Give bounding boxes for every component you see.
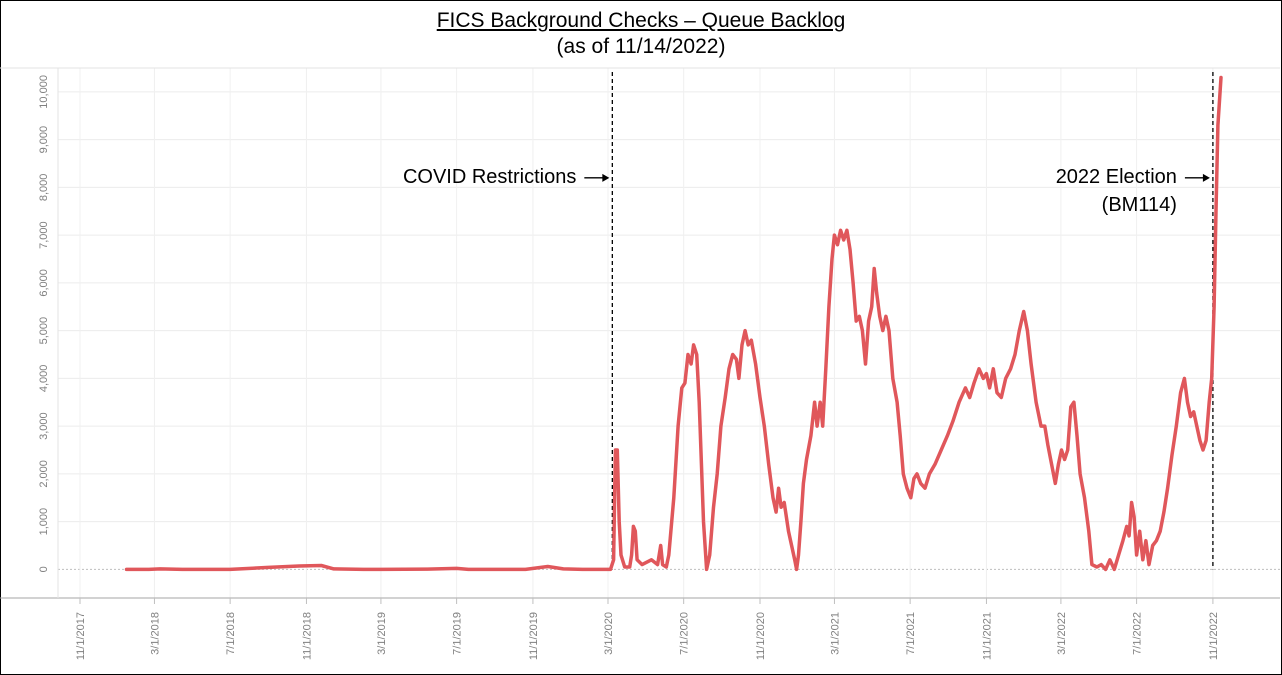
x-tick-label: 3/1/2021 xyxy=(829,612,841,655)
x-tick-label: 7/1/2018 xyxy=(225,612,237,655)
x-axis: 11/1/2017 3/1/2018 7/1/2018 11/1/2018 3/1/20… xyxy=(75,598,1220,660)
event-arrow-head xyxy=(602,173,610,182)
y-tick-label: 1,000 xyxy=(38,508,50,536)
y-tick-label: 7,000 xyxy=(38,221,50,249)
series-line-backlog xyxy=(124,75,1223,572)
y-tick-label: 4,000 xyxy=(38,365,50,393)
x-tick-label: 11/1/2019 xyxy=(528,612,540,660)
x-tick-label: 3/1/2018 xyxy=(149,612,161,655)
x-tick-label: 7/1/2020 xyxy=(679,612,691,655)
event-label: COVID Restrictions xyxy=(403,166,576,188)
series-layer xyxy=(124,75,1223,572)
y-tick-label: 8,000 xyxy=(38,174,50,202)
y-tick-label: 2,000 xyxy=(38,460,50,488)
x-tick-label: 11/1/2022 xyxy=(1208,612,1220,660)
chart-subtitle: (as of 11/14/2022) xyxy=(556,35,726,58)
x-tick-label: 3/1/2022 xyxy=(1056,612,1068,655)
chart-title-block: FICS Background Checks – Queue Backlog (… xyxy=(0,8,1282,60)
x-tick-label: 7/1/2021 xyxy=(905,612,917,655)
y-tick-label: 9,000 xyxy=(38,126,50,154)
x-tick-label: 7/1/2022 xyxy=(1132,612,1144,655)
event-label: 2022 Election xyxy=(1056,166,1177,188)
y-tick-label: 3,000 xyxy=(38,412,50,440)
plot-frame xyxy=(0,67,1280,599)
y-axis: 0 1,000 2,000 3,000 4,000 5,000 6,000 7,000 8,00… xyxy=(38,75,50,572)
chart-title: FICS Background Checks – Queue Backlog xyxy=(436,9,846,32)
x-tick-label: 11/1/2021 xyxy=(981,612,993,660)
x-tick-label: 3/1/2019 xyxy=(376,612,388,655)
annotations: COVID Restrictions 2022 Election (BM114) xyxy=(403,72,1214,570)
x-tick-label: 11/1/2018 xyxy=(301,612,313,660)
x-tick-label: 11/1/2020 xyxy=(755,612,767,660)
y-tick-label: 5,000 xyxy=(38,317,50,345)
grid-lines xyxy=(58,68,1280,598)
y-tick-label: 6,000 xyxy=(38,269,50,297)
y-tick-label: 10,000 xyxy=(38,75,50,109)
event-label: (BM114) xyxy=(1102,194,1177,216)
y-tick-label: 0 xyxy=(38,566,50,572)
event-arrow-head xyxy=(1202,173,1210,182)
x-tick-label: 7/1/2019 xyxy=(452,612,464,655)
x-tick-label: 11/1/2017 xyxy=(75,612,87,660)
x-tick-label: 3/1/2020 xyxy=(603,612,615,655)
